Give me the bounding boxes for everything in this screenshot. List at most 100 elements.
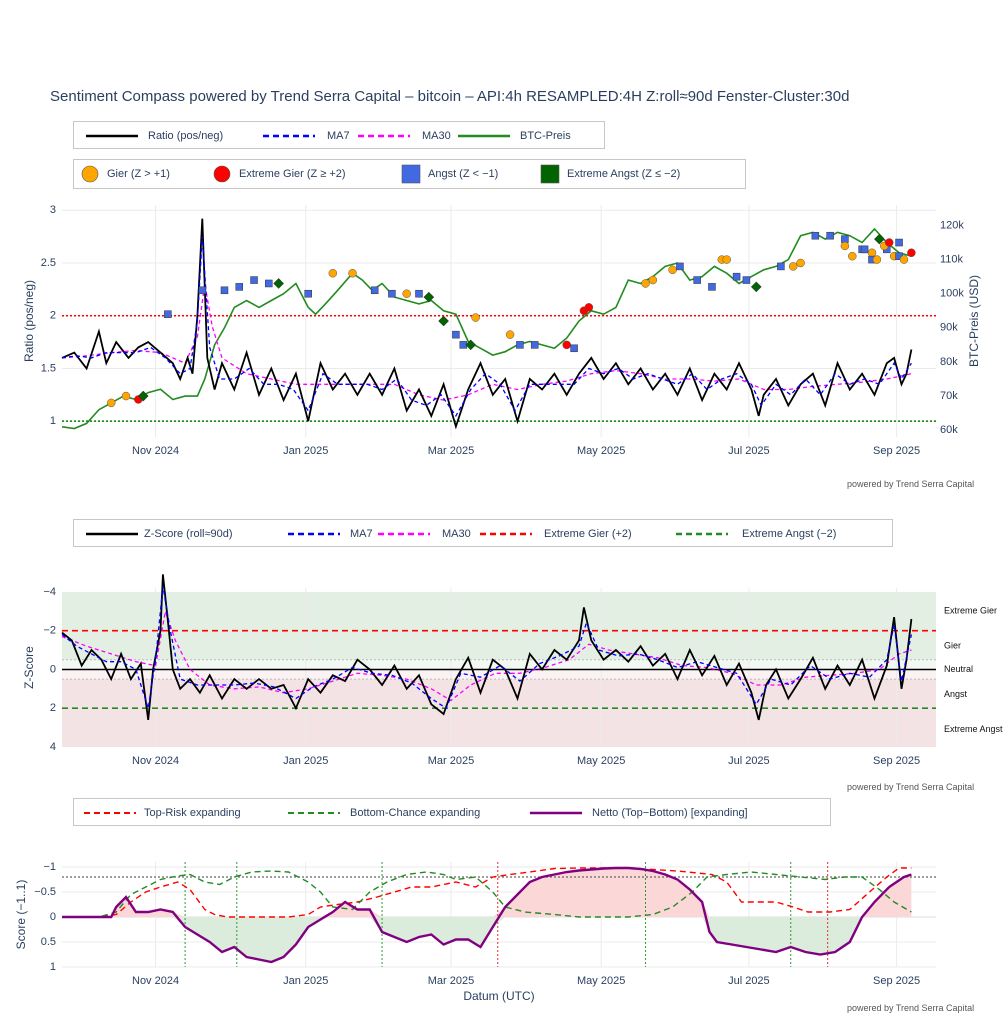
legend-markers[interactable]: Gier (Z > +1) Extreme Gier (Z ≥ +2) Angs… <box>73 159 746 189</box>
legend-bottom-chance[interactable]: Bottom-Chance expanding <box>284 799 504 827</box>
legend-z-extreme-gier-label: Extreme Gier (+2) <box>544 528 632 540</box>
legend-zscore-line[interactable]: Z-Score (roll≈90d) <box>82 520 272 548</box>
marker-extreme-angst-22 <box>465 339 476 351</box>
x-tick-3-3: May 2025 <box>577 975 625 987</box>
marker-extreme-angst-19 <box>438 315 449 327</box>
legend-gier[interactable]: Gier (Z > +1) <box>80 160 220 188</box>
marker-gier-38 <box>722 255 731 264</box>
credit-3: powered by Trend Serra Capital <box>847 1003 975 1013</box>
legend-ma30[interactable]: MA30 <box>354 122 464 150</box>
y-tick-2-1: −2 <box>43 625 56 637</box>
y-axis-label-1: Ratio (pos/neg) <box>22 280 36 362</box>
marker-angst-62 <box>895 238 903 247</box>
marker-angst-25 <box>516 341 524 349</box>
zone-label-4: Extreme Angst <box>944 724 1003 734</box>
marker-gier-24 <box>505 330 515 339</box>
marker-extreme_gier-27 <box>562 340 571 350</box>
marker-extreme-angst-41 <box>750 281 762 293</box>
y2-axis-label-1: BTC-Preis (USD) <box>967 275 981 367</box>
x-tick-3-5: Sep 2025 <box>873 975 920 987</box>
legend-z-ma30[interactable]: MA30 <box>374 520 484 548</box>
legend-top-risk[interactable]: Top-Risk expanding <box>80 799 270 827</box>
ratio-ma30-line <box>61 283 912 401</box>
legend-extreme-angst[interactable]: Extreme Angst (Z ≤ −2) <box>540 160 710 188</box>
legend-ratio[interactable]: Ratio (pos/neg) <box>82 122 242 150</box>
y-tick-1-1: 1.5 <box>41 362 56 374</box>
marker-gier-49 <box>867 248 877 258</box>
credit-2: powered by Trend Serra Capital <box>847 782 975 792</box>
marker-gier-54 <box>899 255 909 264</box>
marker-gier-52 <box>889 251 899 261</box>
legend-btc[interactable]: BTC-Preis <box>454 122 594 150</box>
marker-extreme_gier-61 <box>884 238 894 247</box>
top-risk-line <box>62 867 912 918</box>
legend-angst-label: Angst (Z < −1) <box>428 168 499 180</box>
y2-tick-1-5: 110k <box>940 253 964 265</box>
marker-angst-39 <box>732 272 741 281</box>
zone-label-2: Neutral <box>944 664 973 674</box>
marker-extreme_gier-29 <box>579 306 589 316</box>
legend-gier-label: Gier (Z > +1) <box>107 168 170 180</box>
legend-z-ma7-label: MA7 <box>350 528 373 540</box>
x-tick-2-1: Jan 2025 <box>283 755 328 767</box>
marker-gier-33 <box>668 265 677 275</box>
ratio-ma7-line <box>61 236 912 418</box>
x-tick-1-0: Nov 2024 <box>132 445 179 457</box>
y-tick-3-3: 0.5 <box>41 936 56 948</box>
legend-bottom-chance-label: Bottom-Chance expanding <box>350 807 481 819</box>
marker-gier-1 <box>121 391 131 401</box>
marker-extreme-angst-18 <box>423 291 435 303</box>
legend-z-extreme-angst-label: Extreme Angst (−2) <box>742 528 837 540</box>
marker-angst-20 <box>452 330 460 339</box>
legend-z-extreme-angst[interactable]: Extreme Angst (−2) <box>672 520 872 548</box>
y-axis-label-2: Z-Score <box>22 646 36 689</box>
legend-netto[interactable]: Netto (Top−Bottom) [expanding] <box>526 799 806 827</box>
marker-angst-28 <box>570 344 578 353</box>
marker-angst-40 <box>742 276 751 284</box>
marker-angst-7 <box>235 283 244 291</box>
y-tick-1-4: 3 <box>50 204 56 216</box>
legend-ma7[interactable]: MA7 <box>259 122 359 150</box>
legend-btc-label: BTC-Preis <box>520 130 571 142</box>
zone-label-3: Angst <box>944 689 968 699</box>
legend-z-extreme-gier[interactable]: Extreme Gier (+2) <box>476 520 666 548</box>
marker-extreme-angst-10 <box>273 278 284 289</box>
z-ma30-line <box>61 608 912 702</box>
y-tick-2-4: 4 <box>50 741 56 753</box>
legend-score[interactable]: Top-Risk expanding Bottom-Chance expandi… <box>73 798 831 826</box>
y2-tick-1-6: 120k <box>940 219 964 231</box>
marker-angst-58 <box>868 255 876 264</box>
x-tick-1-2: Mar 2025 <box>428 445 474 457</box>
marker-gier-23 <box>471 313 480 322</box>
marker-gier-12 <box>328 268 338 278</box>
y-tick-1-2: 2 <box>50 310 56 322</box>
x-tick-3-1: Jan 2025 <box>283 975 328 987</box>
marker-gier-13 <box>348 268 357 278</box>
x-tick-1-5: Sep 2025 <box>873 445 920 457</box>
legend-zscore-label: Z-Score (roll≈90d) <box>144 528 233 540</box>
legend-ratio-label: Ratio (pos/neg) <box>148 130 224 142</box>
y-tick-1-3: 2.5 <box>41 257 56 269</box>
legend-extreme-gier[interactable]: Extreme Gier (Z ≥ +2) <box>212 160 382 188</box>
zone-label-0: Extreme Gier <box>944 606 997 616</box>
marker-extreme-angst-3 <box>137 390 149 402</box>
marker-angst-14 <box>370 286 379 295</box>
legend-z-ma7[interactable]: MA7 <box>284 520 384 548</box>
legend-zscore[interactable]: Z-Score (roll≈90d) MA7 MA30 Extreme Gier… <box>73 519 893 547</box>
marker-angst-26 <box>530 341 539 349</box>
legend-top-risk-label: Top-Risk expanding <box>144 807 241 819</box>
y2-tick-1-0: 60k <box>940 424 958 436</box>
legend-ma30-label: MA30 <box>422 130 451 142</box>
marker-gier-0 <box>106 398 116 408</box>
zone-angst-bg <box>62 669 936 747</box>
marker-angst-5 <box>198 286 207 295</box>
zscore-line <box>61 574 913 721</box>
legend-lines[interactable]: Ratio (pos/neg) MA7 MA30 BTC-Preis <box>73 121 605 149</box>
legend-angst[interactable]: Angst (Z < −1) <box>401 160 541 188</box>
y-tick-2-2: 0 <box>50 663 56 675</box>
marker-angst-45 <box>811 231 820 240</box>
marker-angst-21 <box>459 341 468 349</box>
marker-gier-59 <box>872 255 882 264</box>
y-tick-3-2: 0 <box>50 911 56 923</box>
